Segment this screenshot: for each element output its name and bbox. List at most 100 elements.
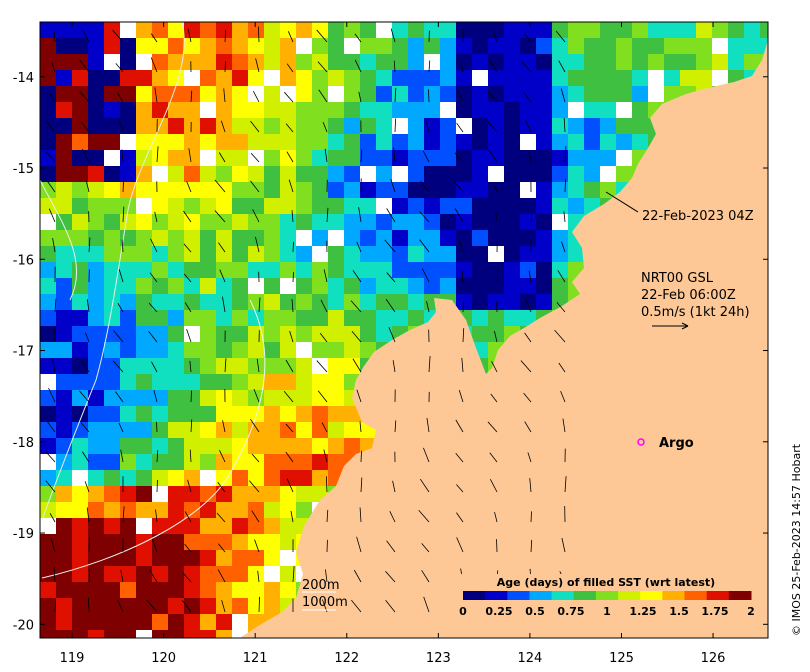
current-vector (456, 484, 464, 493)
sst-age-cell (424, 70, 440, 86)
contour-200m-label: 200m (302, 578, 339, 593)
current-vector (323, 269, 328, 283)
sst-age-cell (136, 502, 152, 518)
current-vector (487, 121, 498, 133)
sst-age-cell (72, 454, 88, 470)
sst-age-cell (104, 342, 120, 358)
sst-age-cell (200, 454, 216, 470)
sst-age-cell (392, 166, 408, 182)
sst-age-cell (440, 278, 456, 294)
current-vector (561, 537, 566, 553)
sst-age-cell (536, 54, 552, 70)
sst-age-cell (40, 374, 56, 390)
current-vector (118, 422, 124, 433)
sst-age-cell (280, 150, 296, 166)
current-vector (421, 268, 430, 283)
current-vector (360, 149, 363, 163)
sst-age-cell (472, 310, 488, 326)
sst-age-cell (520, 182, 536, 198)
sst-age-cell (168, 166, 184, 182)
sst-age-cell (536, 198, 552, 214)
sst-age-cell (72, 566, 88, 582)
sst-age-cell (280, 310, 296, 326)
sst-age-cell (456, 166, 472, 182)
sst-age-cell (40, 550, 56, 566)
current-vector (220, 120, 226, 133)
sst-age-cell (360, 22, 376, 38)
current-vector (190, 419, 193, 433)
sst-age-cell (40, 470, 56, 486)
sst-age-cell (152, 278, 168, 294)
current-vector (520, 360, 532, 373)
sst-age-cell (168, 86, 184, 102)
sst-age-cell (344, 134, 360, 150)
current-vector (457, 90, 464, 103)
sst-age-cell (312, 470, 328, 486)
current-vector (554, 329, 566, 343)
sst-age-cell (88, 294, 104, 310)
sst-age-cell (472, 214, 488, 230)
sst-age-cell (360, 182, 376, 198)
current-vector (393, 147, 396, 163)
sst-age-cell (72, 374, 88, 390)
sst-age-cell (296, 38, 312, 54)
sst-age-cell (184, 470, 200, 486)
colorbar-swatch (706, 591, 730, 600)
current-vector (460, 61, 464, 73)
sst-age-cell (136, 54, 152, 70)
current-vector (325, 569, 328, 583)
sst-age-cell (296, 422, 312, 438)
sst-age-cell (264, 518, 280, 534)
sst-age-cell (40, 598, 56, 614)
sst-age-cell (216, 438, 232, 454)
swath-time-label: 22-Feb-2023 04Z (642, 209, 754, 224)
sst-age-cell (296, 294, 312, 310)
sst-age-cell (504, 262, 520, 278)
sst-age-cell (184, 294, 200, 310)
sst-age-cell (56, 86, 72, 102)
sst-age-cell (424, 38, 440, 54)
sst-age-cell (136, 342, 152, 358)
sst-age-cell (376, 150, 392, 166)
sst-age-cell (600, 86, 616, 102)
sst-age-cell (72, 134, 88, 150)
current-vector (562, 418, 566, 433)
current-vector (45, 480, 56, 493)
current-vector (81, 360, 90, 373)
sst-age-cell (152, 150, 168, 166)
current-vector (85, 332, 90, 343)
current-vector (53, 566, 56, 583)
sst-age-cell (184, 406, 200, 422)
sst-age-cell (328, 214, 344, 230)
current-vector (420, 180, 430, 193)
sst-age-cell (264, 566, 280, 582)
sst-age-cell (616, 70, 632, 86)
sst-age-cell (88, 582, 104, 598)
sst-age-cell (408, 278, 424, 294)
sst-age-cell (72, 534, 88, 550)
sst-age-cell (440, 118, 456, 134)
sst-age-cell (40, 358, 56, 374)
sst-age-cell (536, 38, 552, 54)
sst-age-cell (344, 214, 360, 230)
sst-age-cell (232, 310, 248, 326)
sst-age-cell (376, 198, 392, 214)
sst-age-cell (296, 310, 312, 326)
sst-age-cell (136, 422, 152, 438)
sst-age-cell (40, 310, 56, 326)
sst-age-cell (200, 198, 216, 214)
sst-age-cell (488, 246, 504, 262)
current-vector (112, 29, 124, 43)
sst-age-cell (56, 310, 72, 326)
sst-age-cell (136, 214, 152, 230)
sst-age-cell (584, 86, 600, 102)
current-vector (352, 270, 362, 283)
sst-age-cell (104, 230, 120, 246)
sst-age-cell (264, 310, 280, 326)
sst-age-cell (712, 38, 728, 54)
sst-age-cell (264, 118, 280, 134)
colorbar-tick-label: 0.25 (485, 605, 512, 618)
sst-age-cell (392, 118, 408, 134)
current-vector (219, 450, 226, 463)
current-vector (462, 299, 465, 313)
